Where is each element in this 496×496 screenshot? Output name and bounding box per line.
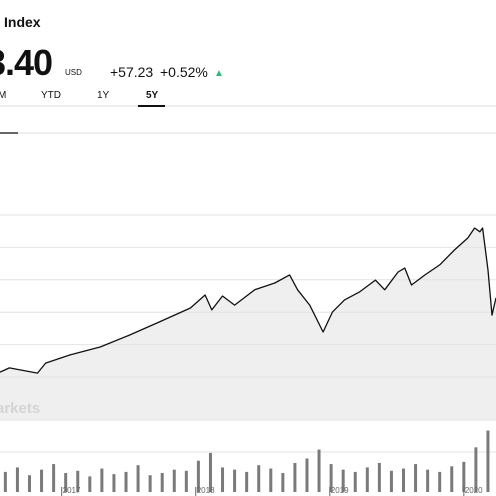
volume-bar (160, 473, 164, 492)
change: +57.23 (110, 64, 154, 80)
volume-bar (365, 467, 369, 492)
volume-bar (462, 461, 466, 492)
volume-bar (317, 449, 321, 492)
tab[interactable]: 1Y (97, 90, 110, 101)
volume-bar (136, 465, 140, 492)
volume-bar (3, 471, 7, 492)
volume-bar (293, 462, 297, 492)
watermark: arkets (0, 400, 40, 417)
volume-bar (486, 430, 490, 492)
volume-bar (305, 458, 309, 492)
volume-bar (414, 464, 418, 492)
area (0, 228, 496, 420)
volume-bar (341, 469, 345, 492)
volume-bar (64, 473, 68, 492)
volume-bar (172, 469, 176, 492)
volume-bar (100, 468, 104, 492)
volume-bar (281, 473, 285, 492)
volume-bar (40, 469, 44, 492)
volume-bar (377, 462, 381, 492)
volume-bar (88, 476, 92, 492)
volume-bar (474, 447, 478, 492)
volume-bar (438, 471, 442, 492)
index-name: Index (4, 14, 41, 30)
volume-bar (15, 467, 19, 492)
x-tick-label: 2019 (331, 486, 349, 495)
x-tick-label: 2018 (197, 486, 215, 495)
volume-bar (426, 469, 430, 492)
volume-bar (389, 470, 393, 492)
volume-bar (208, 452, 212, 492)
change-percent: +0.52% (160, 64, 208, 80)
volume-bar (52, 464, 56, 492)
volume-bar (329, 464, 333, 492)
tab-active[interactable]: 5Y (146, 90, 159, 101)
volume-bar (233, 469, 237, 492)
x-tick-label: 2017 (63, 486, 81, 495)
volume-bar (269, 468, 273, 492)
volume-bar (221, 467, 225, 492)
price: 3.40 (0, 42, 53, 83)
volume-bar (353, 471, 357, 492)
currency: USD (65, 68, 82, 77)
volume-bar (112, 474, 116, 492)
tab[interactable]: M (0, 90, 7, 101)
volume-bar (124, 471, 128, 492)
volume-bar (76, 470, 80, 492)
volume-bar (402, 468, 406, 492)
volume-bar (148, 475, 152, 492)
volume-bar (184, 470, 188, 492)
volume-bar (245, 471, 249, 492)
x-tick-label: 2020 (465, 486, 483, 495)
volume-bar (257, 465, 261, 492)
volume-bar (196, 460, 200, 492)
price-line (0, 227, 496, 374)
volume-bar (450, 466, 454, 492)
tab[interactable]: YTD (41, 90, 61, 101)
volume-bar (27, 475, 31, 492)
up-arrow: ▲ (214, 68, 224, 79)
